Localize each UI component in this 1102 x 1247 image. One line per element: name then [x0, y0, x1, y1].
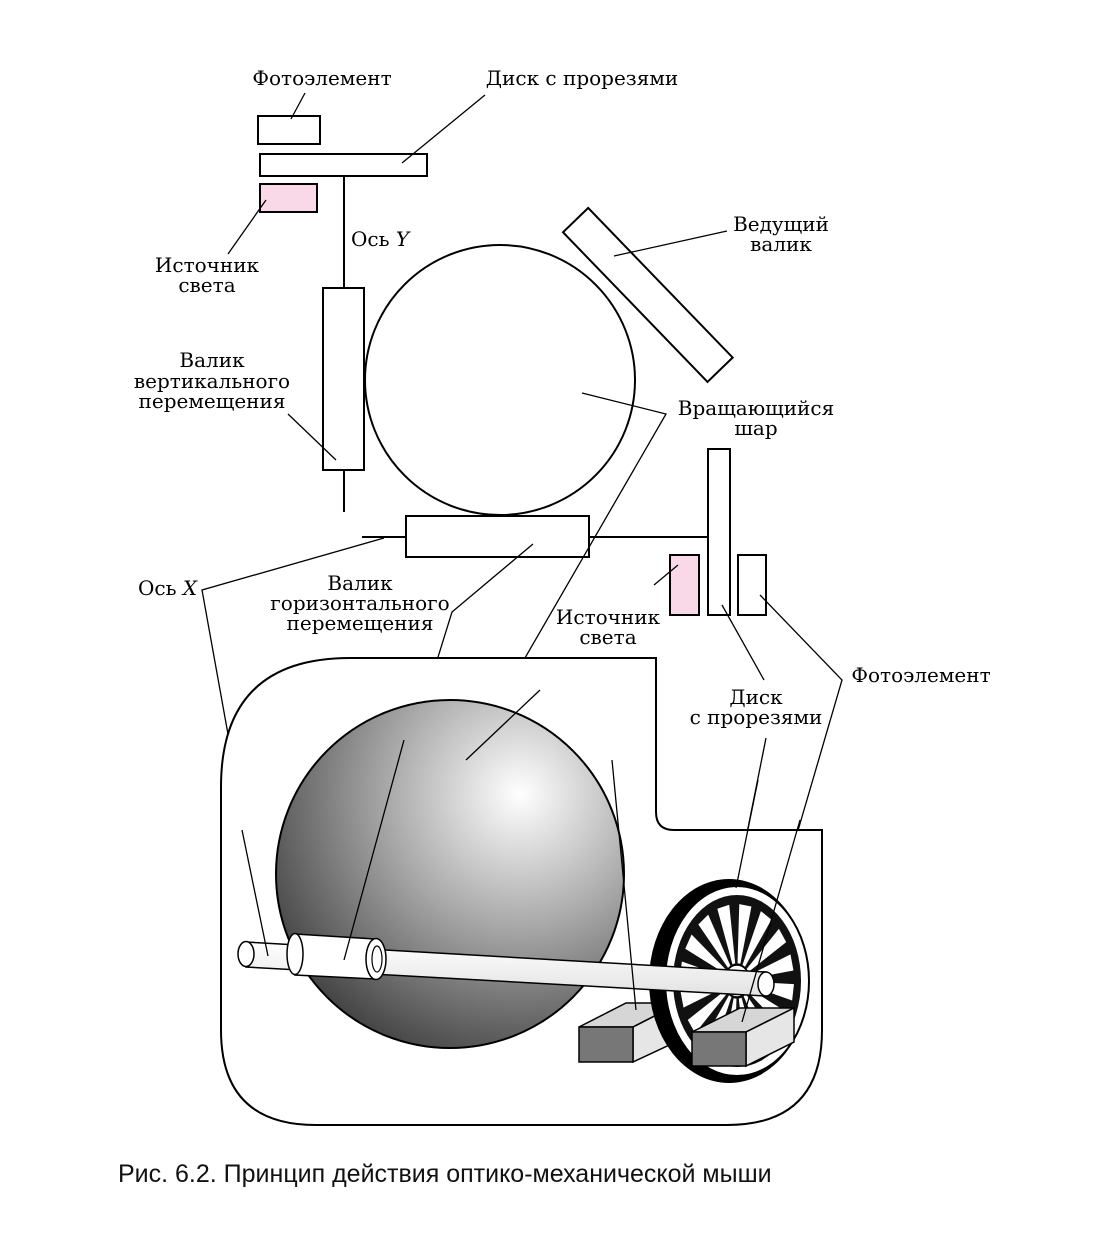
leader-lines-lower — [241, 689, 801, 1023]
label-vertical-roller-1: Валик — [179, 348, 245, 372]
label-photo-cell-bottom: Фотоэлемент — [851, 663, 990, 687]
light-source-top — [259, 183, 318, 213]
axis-x-shaft-3d — [237, 932, 775, 997]
disk-slot — [742, 911, 772, 967]
slotted-disk-right — [707, 448, 731, 616]
label-ball-1: Вращающийся — [678, 396, 834, 420]
disk-slot — [687, 989, 728, 1034]
label-vertical-roller-2: вертикального — [134, 369, 290, 393]
label-light-source-top-1: Источник — [155, 253, 260, 277]
photo-cell-top — [257, 115, 321, 145]
label-axis-x: Ось X — [138, 576, 198, 600]
disk-slot — [717, 904, 736, 965]
disk-slot — [737, 904, 752, 964]
label-ball-2: шар — [734, 416, 777, 440]
rotating-ball-schematic — [364, 244, 636, 516]
drive-roller — [561, 206, 735, 384]
label-light-source-bottom-2: света — [579, 625, 636, 649]
disk-slot — [746, 928, 787, 973]
horizontal-roller — [405, 515, 590, 558]
disk-slot — [698, 914, 731, 968]
label-drive-roller-1: Ведущий — [733, 212, 829, 236]
photo-cell-right — [737, 554, 767, 616]
label-disk-bottom-2: с прорезями — [690, 705, 823, 729]
label-photo-cell-top: Фотоэлемент — [252, 66, 391, 90]
disk-slot — [685, 934, 727, 974]
light-source-right — [669, 554, 700, 616]
label-axis-y: Ось Y — [351, 227, 411, 251]
label-horizontal-roller-1: Валик — [327, 571, 393, 595]
vertical-roller — [322, 287, 365, 471]
label-drive-roller-2: валик — [750, 232, 812, 256]
label-light-source-bottom-1: Источник — [556, 605, 661, 629]
label-disk-bottom-1: Диск — [729, 685, 783, 709]
slotted-disk-top — [259, 153, 428, 177]
label-disk-top: Диск с прорезями — [486, 66, 678, 90]
label-light-source-top-2: света — [178, 273, 235, 297]
figure-caption: Рис. 6.2. Принцип действия оптико-механи… — [118, 1160, 772, 1188]
rotating-ball-3d — [275, 699, 625, 1049]
label-horizontal-roller-2: горизонтального — [270, 591, 449, 615]
label-horizontal-roller-3: перемещения — [287, 611, 434, 635]
label-vertical-roller-3: перемещения — [139, 389, 286, 413]
